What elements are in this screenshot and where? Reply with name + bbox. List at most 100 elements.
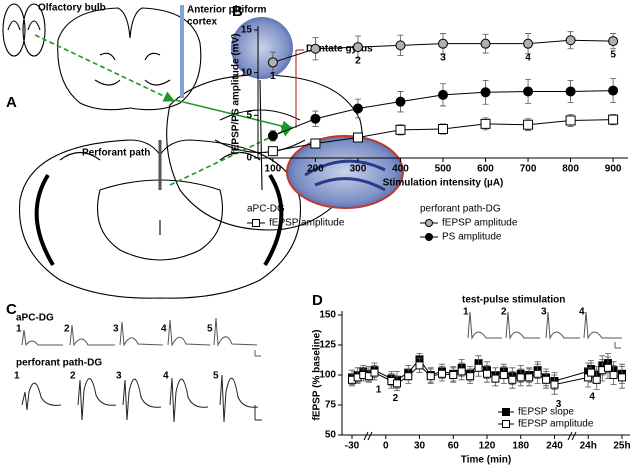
marker [466,372,475,381]
marker [565,35,576,46]
marker [565,86,576,97]
x-tick-label: 120 [479,441,496,452]
marker [352,103,363,114]
y-tick-label: 150 [319,310,336,321]
marker [404,372,413,381]
marker [393,379,401,388]
marker [608,114,619,125]
marker [533,369,542,378]
marker [609,371,618,379]
marker [550,380,559,389]
y-tick-label: 0 [246,153,252,164]
diagram-label: cortex [187,17,217,28]
x-tick-label: 200 [307,164,324,175]
inset-number: 4 [579,307,585,318]
annotation: 3 [440,52,446,63]
marker [508,375,517,384]
x-tick-label: 400 [392,164,409,175]
annotation: 3 [556,399,562,410]
trace-number: 5 [207,324,213,335]
axis-break [363,431,577,441]
marker [523,38,534,49]
x-tick-label: 800 [562,164,579,175]
annotation: 4 [589,392,595,403]
x-tick-label: 0 [383,441,389,452]
diagram-label: Anterior piriform [187,5,267,16]
marker [425,219,433,227]
marker [310,138,321,149]
annotation: 4 [525,52,531,63]
marker [415,361,424,370]
y-tick-label: 100 [319,370,336,381]
x-tick-label: 180 [512,441,529,452]
marker [267,130,278,141]
trace-number: 1 [16,324,22,335]
marker [565,115,576,126]
marker [480,87,491,98]
marker [438,89,448,100]
trace-number: 2 [70,371,76,382]
trace-number: 3 [116,371,122,382]
marker [267,57,278,68]
marker [542,375,551,384]
y-tick-label: 5 [246,110,252,121]
marker [502,420,510,428]
x-tick-label: 600 [477,164,494,175]
x-tick-label: 25h [613,441,630,452]
diagram-label: Olfactory bulb [38,3,106,14]
marker [474,363,483,372]
annotation: 1 [270,71,276,82]
panel-label: A [6,94,17,111]
panel-label: B [232,3,243,20]
marker [499,371,508,379]
marker [457,367,466,376]
marker [608,36,619,47]
y-tick-label: 10 [241,67,253,78]
marker [352,42,363,53]
panel-label: D [312,292,323,309]
marker [516,373,525,382]
diagram-label: Perforant path [82,148,150,159]
traces [21,317,262,423]
annotation: 2 [355,56,361,67]
x-tick-label: 240 [546,441,563,452]
marker [603,363,612,372]
inset-number: 2 [501,307,507,318]
x-tick-label: 60 [448,441,460,452]
marker [370,368,379,377]
marker [310,43,321,54]
marker [395,96,406,107]
x-tick-label: 30 [414,441,426,452]
legend-label: fEPSP amplitude [518,419,594,430]
legend-label: fEPSP slope [518,407,574,418]
legend-group: aPC-DG [247,204,285,215]
marker [395,124,406,135]
x-tick-label: 300 [350,164,367,175]
legend-label: fEPSP amplitude [269,218,345,229]
trace-number: 4 [161,324,167,335]
marker [502,408,510,416]
legend-label: fEPSP amplitude [442,218,518,229]
x-tick-label: 24h [580,441,597,452]
inset-traces [467,311,622,349]
trace-number: 2 [64,324,70,335]
inset-number: 3 [541,307,547,318]
marker [438,123,448,134]
x-tick-label: 500 [435,164,452,175]
y-axis-title: fEPSP (% baseline) [312,330,323,421]
marker [425,233,433,241]
row-label: aPC-DG [16,313,54,324]
marker [592,375,601,384]
x-axis-title: Time (min) [461,455,511,466]
marker [310,113,321,124]
marker [438,38,448,49]
marker [426,372,435,381]
trace-number: 5 [213,371,219,382]
trace-number: 3 [113,324,119,335]
x-tick-label: 100 [265,164,282,175]
y-tick-label: 50 [325,430,337,441]
marker [352,132,363,143]
y-axis-title: fEPSP/PS amplitude (mV) [231,33,242,154]
legend-group: perforant path-DG [420,204,501,215]
